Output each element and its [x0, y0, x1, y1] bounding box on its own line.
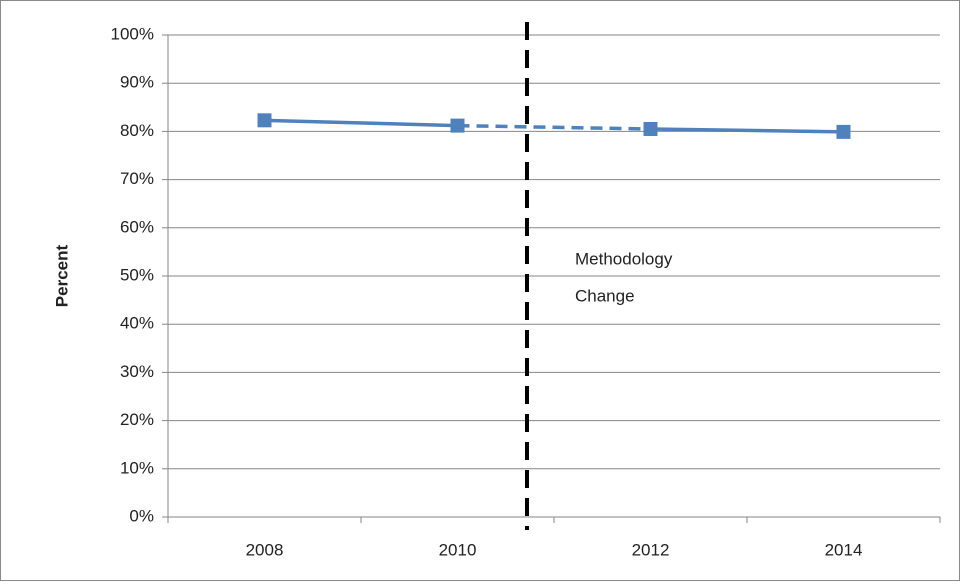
- point-marker: [836, 124, 851, 139]
- series-line: [650, 127, 844, 134]
- point-marker: [643, 121, 658, 136]
- y-tick-label: 0%: [129, 506, 154, 525]
- point-marker: [257, 113, 272, 128]
- y-tick-label: 70%: [120, 169, 154, 188]
- y-tick-label: 80%: [120, 121, 154, 140]
- y-tick-label: 20%: [120, 410, 154, 429]
- y-tick-label: 30%: [120, 362, 154, 381]
- series-line: [457, 123, 651, 131]
- y-tick-label: 60%: [120, 217, 154, 236]
- y-axis-label: Percent: [52, 244, 71, 307]
- x-tick-label: 2008: [246, 540, 284, 559]
- y-tick-label: 90%: [120, 73, 154, 92]
- y-tick-label: 50%: [120, 265, 154, 284]
- y-tick-label: 40%: [120, 314, 154, 333]
- x-tick-label: 2012: [632, 540, 670, 559]
- series-line: [264, 118, 458, 128]
- x-tick-label: 2014: [825, 540, 863, 559]
- annotation: Methodology: [575, 249, 673, 268]
- annotation: Change: [575, 286, 635, 305]
- point-marker: [450, 118, 465, 133]
- y-tick-label: 10%: [120, 458, 154, 477]
- x-tick-label: 2010: [439, 540, 477, 559]
- y-tick-label: 100%: [111, 24, 154, 43]
